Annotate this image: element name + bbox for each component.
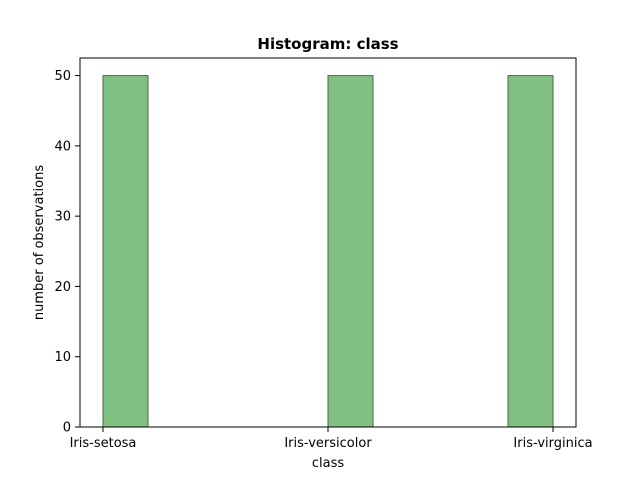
bars-group <box>102 75 554 428</box>
x-tick-label: Iris-versicolor <box>284 436 372 451</box>
y-tick-label: 10 <box>54 350 71 365</box>
y-tick-label: 30 <box>54 210 71 225</box>
y-axis-ticks: 0 10 20 30 40 50 <box>54 69 80 436</box>
y-tick-label: 20 <box>54 280 71 295</box>
x-axis-ticks: Iris-setosa Iris-versicolor Iris-virginica <box>70 427 593 451</box>
y-tick-label: 0 <box>63 421 71 436</box>
y-axis-label: number of observations <box>32 165 47 320</box>
y-tick-label: 50 <box>54 69 71 84</box>
x-axis-label: class <box>312 456 344 471</box>
chart-title: Histogram: class <box>257 35 398 53</box>
bar-iris-setosa <box>102 75 149 428</box>
bar-iris-virginica <box>507 75 554 428</box>
bar-iris-versicolor <box>327 75 374 428</box>
x-tick-label: Iris-virginica <box>513 436 592 451</box>
y-tick-label: 40 <box>54 139 71 154</box>
x-tick-label: Iris-setosa <box>70 436 137 451</box>
